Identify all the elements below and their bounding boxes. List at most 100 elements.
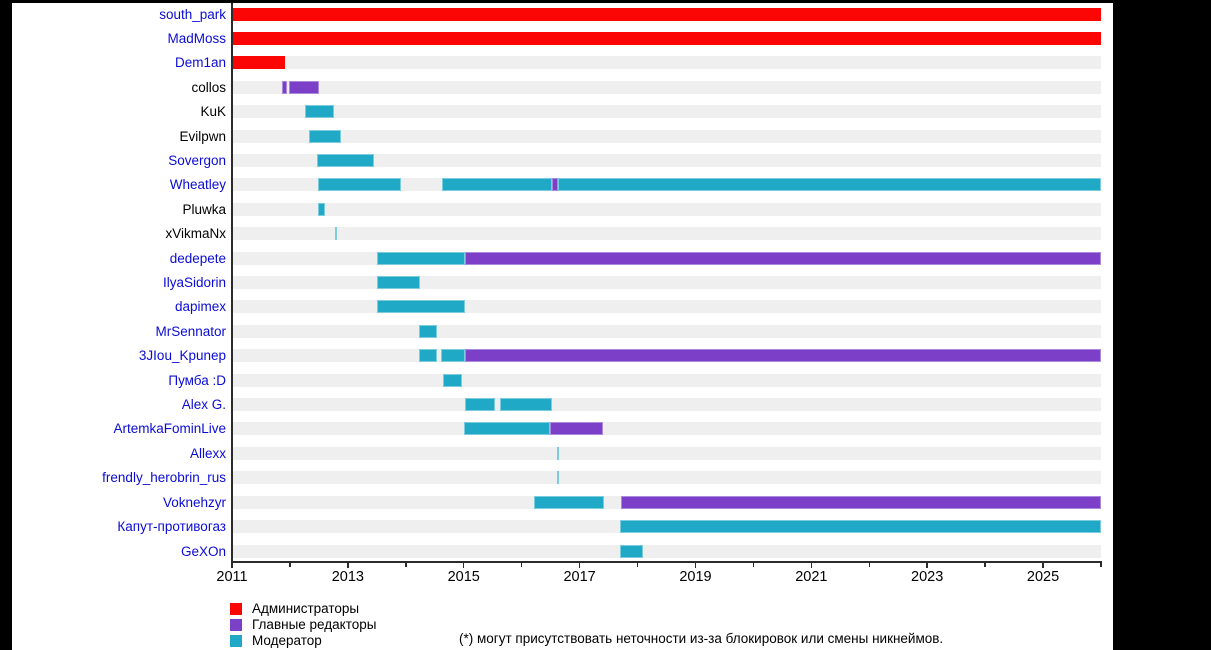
left-border-band — [0, 0, 12, 650]
bar-segment-moderator — [442, 373, 462, 387]
axis-minor-tick — [520, 563, 523, 567]
row-label-link[interactable]: MrSennator — [155, 323, 226, 339]
bar-segment-moderator — [557, 446, 559, 460]
bar-segment-moderator — [376, 300, 466, 314]
bar-segment-moderator — [317, 153, 374, 167]
axis-minor-tick — [752, 563, 755, 567]
legend-label-moderators: Модератор — [252, 633, 322, 648]
row-label-link[interactable]: Капут-противогаз — [117, 519, 226, 535]
bar-segment-moderator — [558, 178, 1101, 192]
bar-segment-moderator — [464, 398, 496, 412]
row-label-link[interactable]: Sovergon — [168, 152, 226, 168]
row-label: Pluwka — [182, 201, 226, 217]
row-label-link[interactable]: dedepete — [169, 250, 226, 266]
admin-color-swatch — [230, 602, 242, 615]
row-label-link[interactable]: Allexx — [189, 445, 226, 461]
row-track — [232, 276, 1101, 289]
row-track — [232, 446, 1101, 460]
row-track — [232, 227, 1101, 241]
footnote: (*) могут присутствовать неточности из-з… — [459, 631, 944, 646]
row-track — [232, 80, 1101, 94]
bar-segment-editor — [281, 80, 288, 94]
axis-tick-label: 2019 — [679, 569, 712, 585]
row-track — [232, 300, 1101, 314]
axis-major-tick — [347, 563, 349, 568]
bar-segment-moderator — [335, 227, 338, 241]
row-label: xVikmaNx — [165, 226, 226, 242]
row-track — [232, 56, 1101, 70]
row-track — [232, 105, 1101, 119]
row-label-link[interactable]: frendly_herobrin_rus — [102, 470, 226, 486]
row-label-link[interactable]: Alex G. — [181, 397, 226, 413]
bar-segment-editor — [465, 251, 1101, 265]
bar-segment-moderator — [376, 276, 420, 289]
bar-segment-moderator — [463, 422, 551, 436]
bar-segment-moderator — [620, 520, 1101, 534]
row-label-link[interactable]: IlyaSidorin — [162, 275, 226, 290]
row-label-link[interactable]: ArtemkaFominLive — [113, 421, 226, 437]
legend-item-admins: Администраторы — [230, 601, 359, 616]
row-label-link[interactable]: Пумба :D — [168, 372, 226, 388]
bar-segment-moderator — [376, 251, 466, 265]
row-track — [232, 153, 1101, 167]
row-label-link[interactable]: Voknehzyr — [162, 494, 226, 510]
row-label-link[interactable]: south_park — [159, 6, 226, 22]
bar-segment-admin — [232, 56, 286, 70]
row-label-link[interactable]: 3JIou_Kpunep — [138, 348, 226, 364]
bar-segment-moderator — [557, 471, 559, 485]
row-label: collos — [191, 79, 226, 95]
moderator-color-swatch — [230, 634, 242, 647]
axis-tick-label: 2011 — [216, 569, 248, 585]
editor-color-swatch — [230, 618, 242, 631]
axis-minor-tick — [868, 563, 871, 567]
axis-tick-label: 2023 — [911, 569, 944, 585]
bar-segment-moderator — [533, 495, 604, 509]
axis-major-tick — [926, 563, 928, 568]
row-label: KuK — [200, 104, 226, 120]
bar-segment-moderator — [441, 349, 465, 363]
axis-major-tick — [578, 563, 581, 568]
row-label-link[interactable]: Wheatley — [169, 177, 226, 193]
axis-tick-label: 2015 — [447, 569, 480, 585]
bar-segment-editor — [464, 349, 1101, 363]
row-track — [232, 398, 1101, 412]
row-track — [232, 202, 1101, 216]
legend-item-editors: Главные редакторы — [230, 617, 376, 632]
row-track — [232, 324, 1101, 338]
right-border-band — [1113, 0, 1211, 650]
axis-minor-tick — [289, 563, 291, 567]
bar-segment-editor — [551, 178, 559, 192]
row-label-link[interactable]: Dem1an — [174, 55, 226, 71]
bar-segment-moderator — [304, 105, 334, 119]
row-label-link[interactable]: GeXOn — [180, 543, 226, 559]
row-label-link[interactable]: dapimex — [174, 299, 226, 315]
bar-segment-moderator — [441, 178, 552, 192]
bar-segment-editor — [288, 80, 319, 94]
axis-tick-label: 2025 — [1026, 569, 1060, 585]
axis-tick-label: 2017 — [563, 569, 596, 585]
bar-segment-editor — [620, 495, 1101, 509]
axis-major-tick — [1042, 563, 1044, 568]
bar-segment-moderator — [500, 398, 552, 412]
axis-major-tick — [694, 563, 697, 568]
axis-major-tick — [462, 563, 465, 568]
row-track — [232, 422, 1101, 436]
row-label-link[interactable]: MadMoss — [167, 30, 226, 46]
axis-tick-label: 2013 — [331, 569, 364, 585]
axis-minor-tick — [405, 563, 407, 567]
axis-minor-tick — [984, 563, 986, 567]
bar-segment-moderator — [419, 324, 438, 338]
row-track — [232, 471, 1101, 485]
bar-segment-editor — [550, 422, 603, 436]
top-border-band — [0, 0, 1211, 3]
axis-minor-tick — [636, 563, 639, 567]
bar-segment-moderator — [317, 202, 325, 216]
axis-minor-tick — [1100, 563, 1102, 567]
row-track — [232, 373, 1101, 387]
row-label: Evilpwn — [179, 128, 226, 144]
row-track — [232, 129, 1101, 143]
bar-segment-moderator — [317, 178, 402, 192]
bar-segment-admin — [232, 7, 1101, 21]
